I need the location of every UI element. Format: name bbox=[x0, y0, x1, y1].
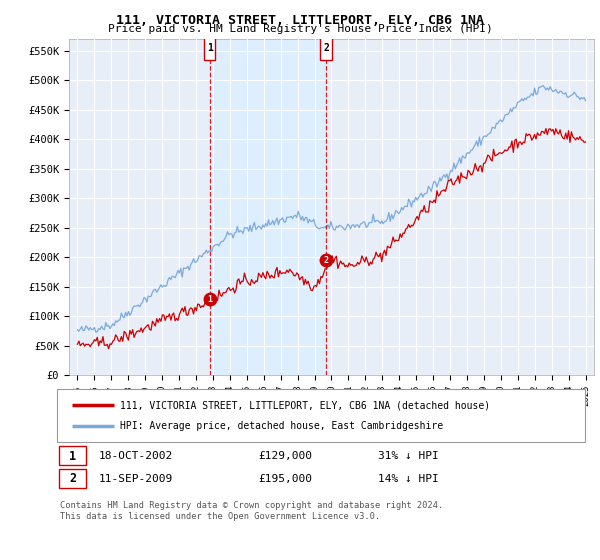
Text: 1: 1 bbox=[206, 43, 212, 53]
Text: £195,000: £195,000 bbox=[258, 474, 312, 484]
Text: 2: 2 bbox=[69, 472, 76, 486]
FancyBboxPatch shape bbox=[203, 36, 215, 60]
Text: 14% ↓ HPI: 14% ↓ HPI bbox=[378, 474, 439, 484]
Text: 18-OCT-2002: 18-OCT-2002 bbox=[99, 451, 173, 461]
Text: 2: 2 bbox=[324, 256, 329, 265]
Text: 2: 2 bbox=[323, 43, 329, 53]
Text: Price paid vs. HM Land Registry's House Price Index (HPI): Price paid vs. HM Land Registry's House … bbox=[107, 24, 493, 34]
Text: 1: 1 bbox=[207, 295, 212, 304]
Text: 11-SEP-2009: 11-SEP-2009 bbox=[99, 474, 173, 484]
Text: 111, VICTORIA STREET, LITTLEPORT, ELY, CB6 1NA: 111, VICTORIA STREET, LITTLEPORT, ELY, C… bbox=[116, 14, 484, 27]
Text: 1: 1 bbox=[69, 450, 76, 463]
Text: £129,000: £129,000 bbox=[258, 451, 312, 461]
Text: HPI: Average price, detached house, East Cambridgeshire: HPI: Average price, detached house, East… bbox=[120, 421, 443, 431]
Text: Contains HM Land Registry data © Crown copyright and database right 2024.
This d: Contains HM Land Registry data © Crown c… bbox=[60, 501, 443, 521]
FancyBboxPatch shape bbox=[320, 36, 332, 60]
Text: 111, VICTORIA STREET, LITTLEPORT, ELY, CB6 1NA (detached house): 111, VICTORIA STREET, LITTLEPORT, ELY, C… bbox=[120, 400, 490, 410]
Text: 31% ↓ HPI: 31% ↓ HPI bbox=[378, 451, 439, 461]
Bar bbox=[209, 39, 326, 375]
